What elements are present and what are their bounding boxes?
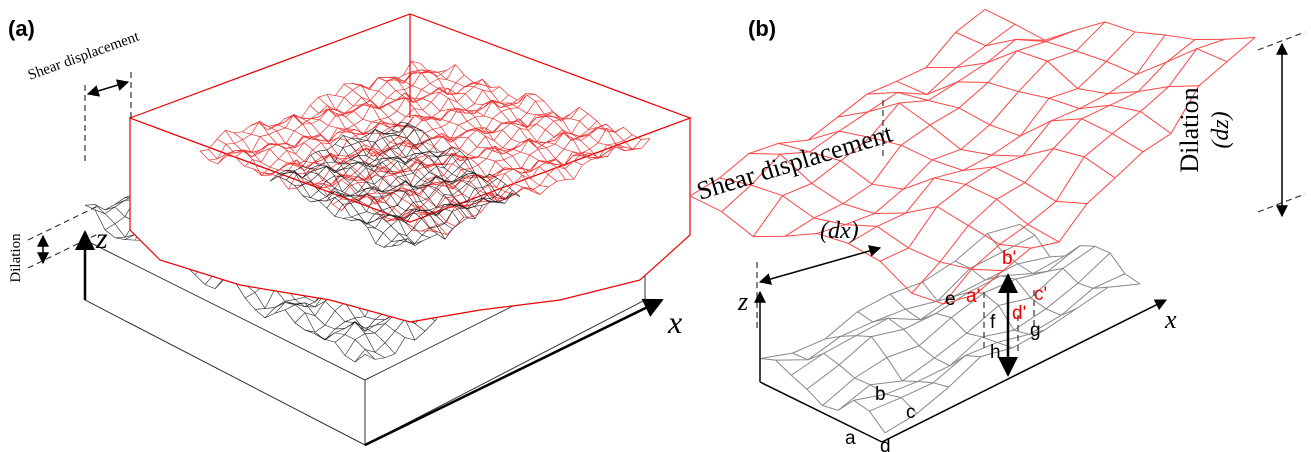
- point-labels: a' b' c' d' a bcd e f g h: [845, 248, 1047, 452]
- mesh-line: [790, 256, 1051, 376]
- mesh-line: [837, 245, 1096, 411]
- mesh-line: [351, 170, 476, 225]
- mesh-line: [310, 151, 438, 203]
- mesh-line: [806, 255, 1066, 390]
- x-axis-label: x: [667, 304, 682, 340]
- mesh-line: [721, 23, 1016, 212]
- mesh-line: [925, 50, 1200, 95]
- mesh-line: [778, 142, 1060, 243]
- mesh-line: [383, 183, 506, 248]
- point-label: a: [845, 428, 856, 449]
- mesh-line: [332, 111, 553, 205]
- guide: [1257, 31, 1306, 51]
- mesh-line: [297, 99, 518, 189]
- point-label: g: [1030, 320, 1041, 341]
- mesh-line: [208, 71, 429, 161]
- x-axis: [364, 298, 664, 447]
- dilation-label: Dilation: [8, 233, 24, 283]
- point-label: c': [1034, 284, 1047, 305]
- mesh-line: [261, 82, 482, 176]
- mesh-line: [359, 172, 483, 224]
- x-axis: [881, 299, 1168, 443]
- mesh-line: [385, 126, 606, 222]
- mesh-line: [752, 38, 1046, 237]
- shear-arrow: [758, 245, 882, 285]
- mesh-line: [955, 31, 1228, 75]
- mesh-line: [235, 64, 456, 158]
- mesh-line: [759, 358, 886, 434]
- panel-label: (b): [748, 16, 776, 41]
- mesh-line: [217, 69, 438, 165]
- mesh-line: [775, 234, 1036, 361]
- mesh-line: [869, 273, 1126, 412]
- mesh-line: [719, 177, 1004, 272]
- shear-label: Shear displacement: [26, 28, 142, 83]
- mesh-line: [822, 245, 1081, 406]
- mesh-line: [942, 38, 1226, 305]
- mesh-line: [807, 130, 1088, 205]
- z-axis-label: z: [737, 287, 748, 316]
- mesh-line: [343, 158, 468, 219]
- point-label: b: [875, 384, 886, 405]
- mesh-line: [984, 8, 1256, 41]
- y-axis: [759, 381, 883, 443]
- mesh-line: [302, 139, 431, 198]
- z-axis-label: z: [95, 222, 108, 255]
- shear-label: Shear displacement: [693, 118, 896, 205]
- point-label: c: [906, 402, 916, 423]
- point-label: f: [990, 312, 996, 333]
- point-label: d: [880, 436, 891, 452]
- mesh-line: [816, 21, 1106, 234]
- shear-arrow: [86, 79, 130, 97]
- mesh-line: [866, 91, 1144, 153]
- mesh-line: [199, 60, 421, 152]
- mesh-line: [294, 129, 423, 186]
- guide: [27, 204, 101, 241]
- point-label: b': [1002, 248, 1016, 269]
- mesh-line: [974, 37, 1256, 296]
- point-label: e: [945, 289, 956, 310]
- mesh-line: [399, 192, 521, 246]
- mesh-line: [848, 31, 1136, 244]
- point-label: d': [1012, 303, 1026, 324]
- mesh-line: [305, 92, 527, 189]
- mesh-line: [896, 80, 1172, 134]
- mesh-line: [759, 223, 1021, 360]
- mesh-line: [689, 195, 976, 305]
- meshes: [84, 8, 1256, 446]
- mesh-line: [879, 34, 1166, 262]
- panel-label: (a): [8, 16, 35, 41]
- x-axis-label: x: [1164, 305, 1177, 334]
- mesh-line: [421, 139, 642, 232]
- dilation-label: Dilation: [1175, 87, 1204, 172]
- mesh-line: [318, 150, 446, 202]
- mesh-line: [375, 178, 498, 244]
- mesh-line: [350, 111, 571, 205]
- mesh-line: [853, 252, 1111, 401]
- mesh-line: [326, 147, 453, 209]
- mesh-line: [689, 9, 986, 197]
- mesh-line: [367, 113, 589, 207]
- mesh-line: [784, 29, 1076, 237]
- mesh-line: [286, 124, 416, 181]
- mesh-line: [334, 150, 461, 217]
- dilation-symbol: (dz): [1208, 111, 1234, 148]
- point-label: h: [990, 342, 1001, 363]
- mesh-line: [748, 152, 1032, 249]
- mesh-line: [837, 102, 1116, 179]
- point-label: a': [966, 286, 980, 307]
- mesh-line: [911, 39, 1196, 294]
- mesh-line: [252, 81, 474, 176]
- shear-symbol: (dx): [820, 218, 859, 244]
